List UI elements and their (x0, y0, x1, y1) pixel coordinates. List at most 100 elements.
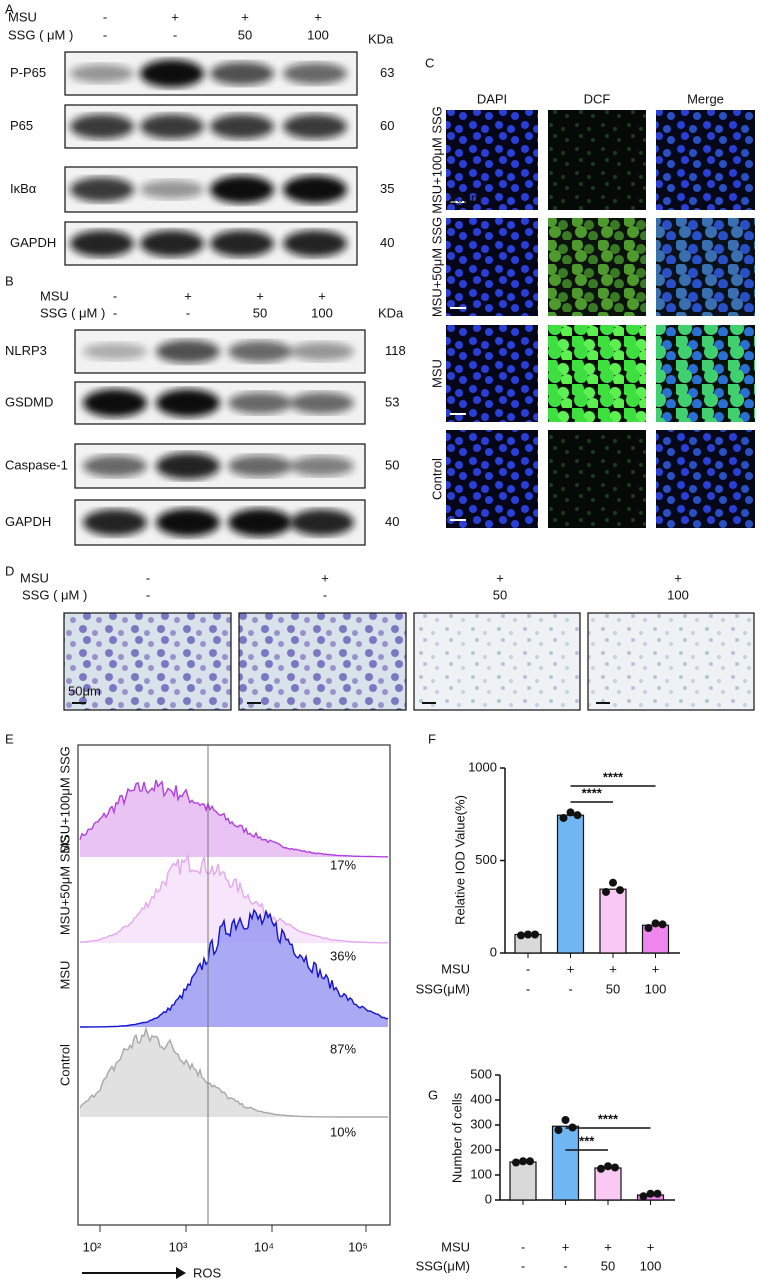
condition-value: + (318, 288, 326, 303)
panel-label: G (428, 1087, 438, 1102)
plot-frame (77, 744, 391, 1226)
micrograph (446, 325, 538, 422)
blot-kda: 60 (380, 118, 394, 133)
blot-band (290, 456, 354, 476)
condition-name: MSU (20, 570, 49, 585)
blot-band (283, 175, 347, 204)
condition-name: SSG(μM) (416, 981, 470, 996)
y-axis-label: Number of cells (449, 1092, 464, 1183)
x-tick-label: 10³ (169, 1239, 188, 1254)
condition-value: + (184, 288, 192, 303)
y-tick-label: 100 (470, 1166, 492, 1181)
bar (599, 888, 627, 954)
condition-name: MSU (40, 288, 69, 303)
micrograph (656, 218, 755, 316)
micrograph (238, 612, 407, 711)
micrograph (656, 325, 755, 422)
data-point (602, 887, 610, 896)
scale-label: 20μm (449, 190, 482, 205)
data-point (651, 919, 660, 928)
data-point (604, 1162, 612, 1171)
condition-value: + (674, 570, 682, 585)
blot-band (140, 180, 204, 199)
blot-band (140, 114, 204, 139)
blot-band (210, 175, 274, 204)
micrograph (446, 430, 538, 528)
condition-value: 100 (645, 981, 667, 996)
blot-band (156, 452, 220, 480)
data-point (616, 886, 624, 895)
panel-label: E (5, 731, 14, 746)
x-tick-label: 10⁴ (254, 1239, 274, 1254)
condition-value: - (568, 981, 572, 996)
blot-band (83, 509, 147, 536)
blot-band (228, 392, 292, 414)
data-point (554, 1126, 563, 1134)
condition-value: + (321, 570, 329, 585)
condition-value: 50 (238, 27, 252, 42)
significance-label: **** (603, 769, 624, 784)
blot-name: GAPDH (10, 235, 56, 250)
blot-band (228, 508, 292, 537)
column-header: Merge (687, 91, 724, 106)
percentage: 10% (330, 1124, 356, 1139)
row-label: Control (429, 458, 444, 500)
blot-name: GAPDH (5, 514, 51, 529)
condition-name: SSG(μM) (416, 1258, 470, 1273)
blot-band (156, 389, 220, 417)
condition-value: - (173, 27, 177, 42)
y-tick-label: 500 (475, 852, 497, 867)
percentage: 87% (330, 1041, 356, 1056)
condition-value: - (521, 1239, 525, 1254)
y-tick-label: 400 (470, 1091, 492, 1106)
histogram-line (79, 853, 388, 944)
blot-band (140, 59, 204, 88)
blot-name: IκBα (10, 181, 37, 196)
data-point (644, 924, 653, 933)
data-point (519, 1157, 527, 1166)
blot-band (283, 62, 347, 85)
blot-kda: 63 (380, 65, 394, 80)
blot-kda: 53 (385, 394, 399, 409)
blot-band (83, 455, 147, 477)
condition-value: - (563, 1258, 567, 1273)
condition-value: + (609, 961, 617, 976)
histogram-line (79, 1025, 388, 1118)
micrograph (63, 612, 232, 711)
panel-label: C (425, 55, 434, 70)
blot-band (83, 389, 147, 417)
data-point (646, 1189, 655, 1198)
condition-value: + (562, 1239, 570, 1254)
x-tick-label: 10² (83, 1239, 102, 1254)
data-point (526, 1157, 534, 1166)
significance-label: *** (579, 1133, 595, 1148)
data-point (653, 1189, 662, 1198)
condition-value: 100 (640, 1258, 662, 1273)
blot-band (70, 177, 134, 202)
condition-value: + (241, 9, 249, 24)
percentage: 17% (330, 857, 356, 872)
row-label: MSU (429, 359, 444, 388)
blot-band (228, 340, 292, 363)
condition-value: + (647, 1239, 655, 1254)
micrograph (446, 218, 538, 316)
micrograph (587, 612, 755, 711)
blot-kda: 40 (380, 235, 394, 250)
blot-band (283, 230, 347, 257)
data-point (639, 1192, 648, 1201)
panel-label: A (5, 1, 14, 16)
condition-name: MSU (441, 1239, 470, 1254)
condition-value: - (323, 587, 327, 602)
panel-label: B (5, 273, 14, 288)
blot-kda: 118 (385, 343, 406, 358)
y-axis-label: Relative IOD Value(%) (452, 795, 467, 925)
column-header: DAPI (477, 91, 507, 106)
histogram-fill (80, 855, 388, 943)
condition-value: + (496, 570, 504, 585)
condition-value: 100 (311, 305, 333, 320)
blot-band (83, 343, 147, 360)
bar (556, 814, 585, 954)
row-label: MSU+50μM SSG (429, 217, 444, 317)
